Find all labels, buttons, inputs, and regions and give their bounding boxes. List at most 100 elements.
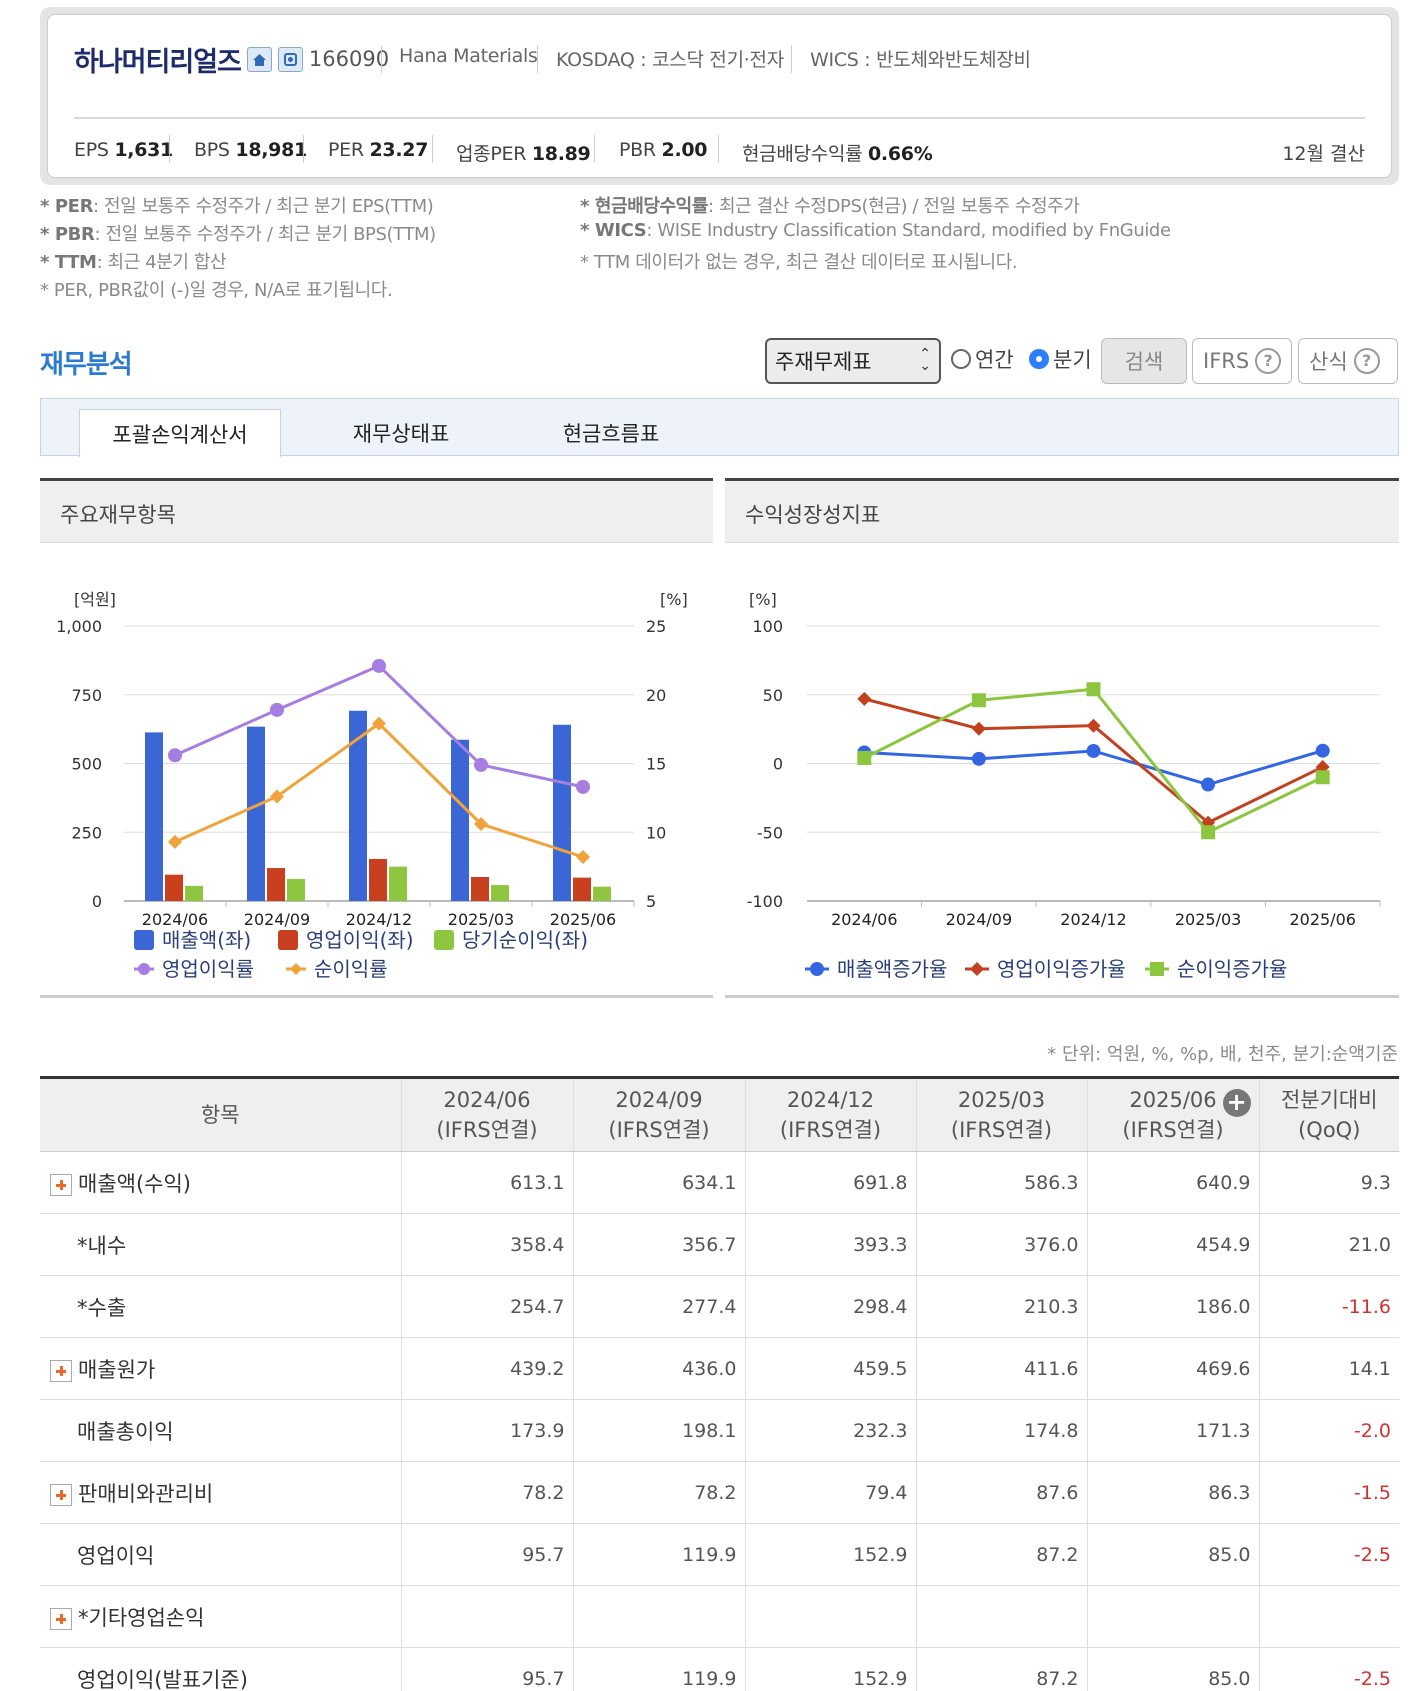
y-right-tick-label: 5: [646, 892, 656, 911]
stat-pbr: PBR 2.00: [619, 139, 708, 161]
qoq-cell: [1259, 1585, 1399, 1648]
y-tick-label: 50: [763, 686, 783, 705]
table-cell: 119.9: [573, 1647, 746, 1691]
bar-당기순이익(좌): [389, 866, 407, 901]
ifrs-label: IFRS: [1203, 349, 1250, 373]
y-right-tick-label: 25: [646, 617, 666, 636]
table-cell: 78.2: [401, 1461, 574, 1524]
table-cell: 174.8: [916, 1399, 1088, 1462]
bar-매출액(좌): [451, 739, 469, 901]
table-cell: 186.0: [1087, 1275, 1260, 1338]
header-period: 2024/09 (IFRS연결): [573, 1077, 746, 1152]
search-button[interactable]: 검색: [1101, 338, 1187, 384]
tab-cash-flow[interactable]: 현금흐름표: [511, 409, 711, 457]
table-row: *기타영업손익: [40, 1585, 1399, 1648]
point-매출액증가율: [1315, 743, 1330, 758]
row-label-text: 판매비와관리비: [78, 1481, 214, 1506]
y-tick-label: -100: [747, 892, 783, 911]
note-ttm: * TTM: 최근 4분기 합산: [40, 252, 227, 273]
point-순이익증가율: [1315, 770, 1330, 785]
divider: [718, 135, 719, 163]
row-label-text: 영업이익(발표기준): [77, 1667, 248, 1691]
bar-영업이익(좌): [267, 868, 285, 901]
note-wics: * WICS: WISE Industry Classification Sta…: [580, 220, 1171, 241]
table-cell: 436.0: [573, 1337, 746, 1400]
company-name: 하나머티리얼즈: [74, 46, 242, 78]
note-na: * PER, PBR값이 (-)일 경우, N/A로 표기됩니다.: [40, 280, 393, 301]
plus-square-icon[interactable]: [50, 1483, 72, 1506]
home-icon[interactable]: [246, 46, 272, 72]
stat-eps: EPS 1,631: [74, 139, 173, 161]
table-cell: 459.5: [745, 1337, 917, 1400]
table-row: 매출총이익 173.9 198.1 232.3 174.8 171.3 -2.0: [40, 1399, 1399, 1462]
qoq-cell: 14.1: [1259, 1337, 1399, 1400]
point-매출액증가율: [971, 751, 986, 766]
legend-label: 영업이익증가율: [997, 957, 1126, 981]
qoq-cell: 9.3: [1259, 1151, 1399, 1214]
header-period: 2025/06 (IFRS연결) +: [1087, 1077, 1260, 1152]
row-label[interactable]: 매출액(수익): [40, 1151, 402, 1214]
table-cell: 119.9: [573, 1523, 746, 1586]
x-tick-label: 2024/09: [946, 910, 1012, 929]
question-circle-icon: ?: [1353, 348, 1380, 374]
point-영업이익률: [576, 779, 590, 794]
tab-label: 재무상태표: [352, 422, 450, 446]
bar-매출액(좌): [349, 710, 367, 901]
table-cell: 210.3: [916, 1275, 1088, 1338]
bar-영업이익(좌): [573, 877, 591, 901]
x-tick-label: 2024/06: [142, 910, 208, 929]
table-row: 영업이익 95.7 119.9 152.9 87.2 85.0 -2.5: [40, 1523, 1399, 1586]
unit-note: * 단위: 억원, %, %p, 배, 천주, 분기:순액기준: [1047, 1044, 1398, 1065]
divider: [432, 135, 433, 163]
stat-per: PER 23.27: [328, 139, 429, 161]
table-cell: 586.3: [916, 1151, 1088, 1214]
divider: [594, 135, 595, 163]
growth-chart: -100 -50 0 50 100 [%] 2024/06 2024/09 2024/12 202…: [747, 590, 1381, 981]
legend-label: 매출액(좌): [162, 928, 251, 952]
table-cell: 634.1: [573, 1151, 746, 1214]
table-cell: 87.2: [916, 1647, 1088, 1691]
bar-당기순이익(좌): [287, 879, 305, 901]
table-cell: 152.9: [745, 1647, 917, 1691]
y-right-tick-label: 15: [646, 755, 666, 774]
statement-type-select[interactable]: 주재무제표 ⌃ ⌄: [765, 338, 941, 384]
qoq-cell: -1.5: [1259, 1461, 1399, 1524]
tab-balance-sheet[interactable]: 재무상태표: [301, 409, 501, 457]
table-header-row: 항목 2024/06 (IFRS연결) 2024/09 (IFRS연결) 2024/…: [40, 1077, 1399, 1152]
ifrs-help-button[interactable]: IFRS ?: [1192, 338, 1292, 384]
legend-marker: [1150, 962, 1164, 976]
point-순이익률: [372, 716, 386, 731]
point-영업이익률: [372, 658, 386, 673]
radio-annual[interactable]: 연간: [951, 344, 1014, 374]
row-label[interactable]: 매출원가: [40, 1337, 402, 1400]
table-cell: [401, 1585, 574, 1648]
point-매출액증가율: [1201, 777, 1216, 792]
plus-square-icon[interactable]: [50, 1173, 72, 1196]
table-row: *수출 254.7 277.4 298.4 210.3 186.0 -11.6: [40, 1275, 1399, 1338]
table-cell: 171.3: [1087, 1399, 1260, 1462]
row-label[interactable]: *기타영업손익: [40, 1585, 402, 1648]
plus-square-icon[interactable]: [50, 1359, 72, 1382]
radio-circle: [951, 349, 971, 369]
radio-quarter[interactable]: 분기: [1029, 344, 1092, 374]
divider: [303, 135, 304, 163]
table-cell: [1087, 1585, 1260, 1648]
header-period: 2024/06 (IFRS연결): [401, 1077, 574, 1152]
plus-square-icon[interactable]: [50, 1607, 72, 1630]
phone-icon[interactable]: [277, 46, 303, 72]
wics-info: WICS : 반도체와반도체장비: [810, 49, 1031, 71]
y-right-tick-label: 20: [646, 686, 666, 705]
tab-label: 포괄손익계산서: [112, 422, 248, 447]
divider: [537, 45, 538, 73]
plus-circle-icon[interactable]: +: [1222, 1089, 1251, 1117]
table-row: 판매비와관리비 78.2 78.2 79.4 87.6 86.3 -1.5: [40, 1461, 1399, 1524]
table-cell: 78.2: [573, 1461, 746, 1524]
row-label[interactable]: 판매비와관리비: [40, 1461, 402, 1524]
legend-marker: [810, 962, 824, 976]
bar-당기순이익(좌): [491, 885, 509, 901]
formula-help-button[interactable]: 산식 ?: [1298, 338, 1398, 384]
tab-income-statement[interactable]: 포괄손익계산서: [79, 409, 281, 457]
table-cell: 79.4: [745, 1461, 917, 1524]
table-cell: 87.2: [916, 1523, 1088, 1586]
market-info: KOSDAQ : 코스닥 전기·전자: [556, 49, 784, 71]
